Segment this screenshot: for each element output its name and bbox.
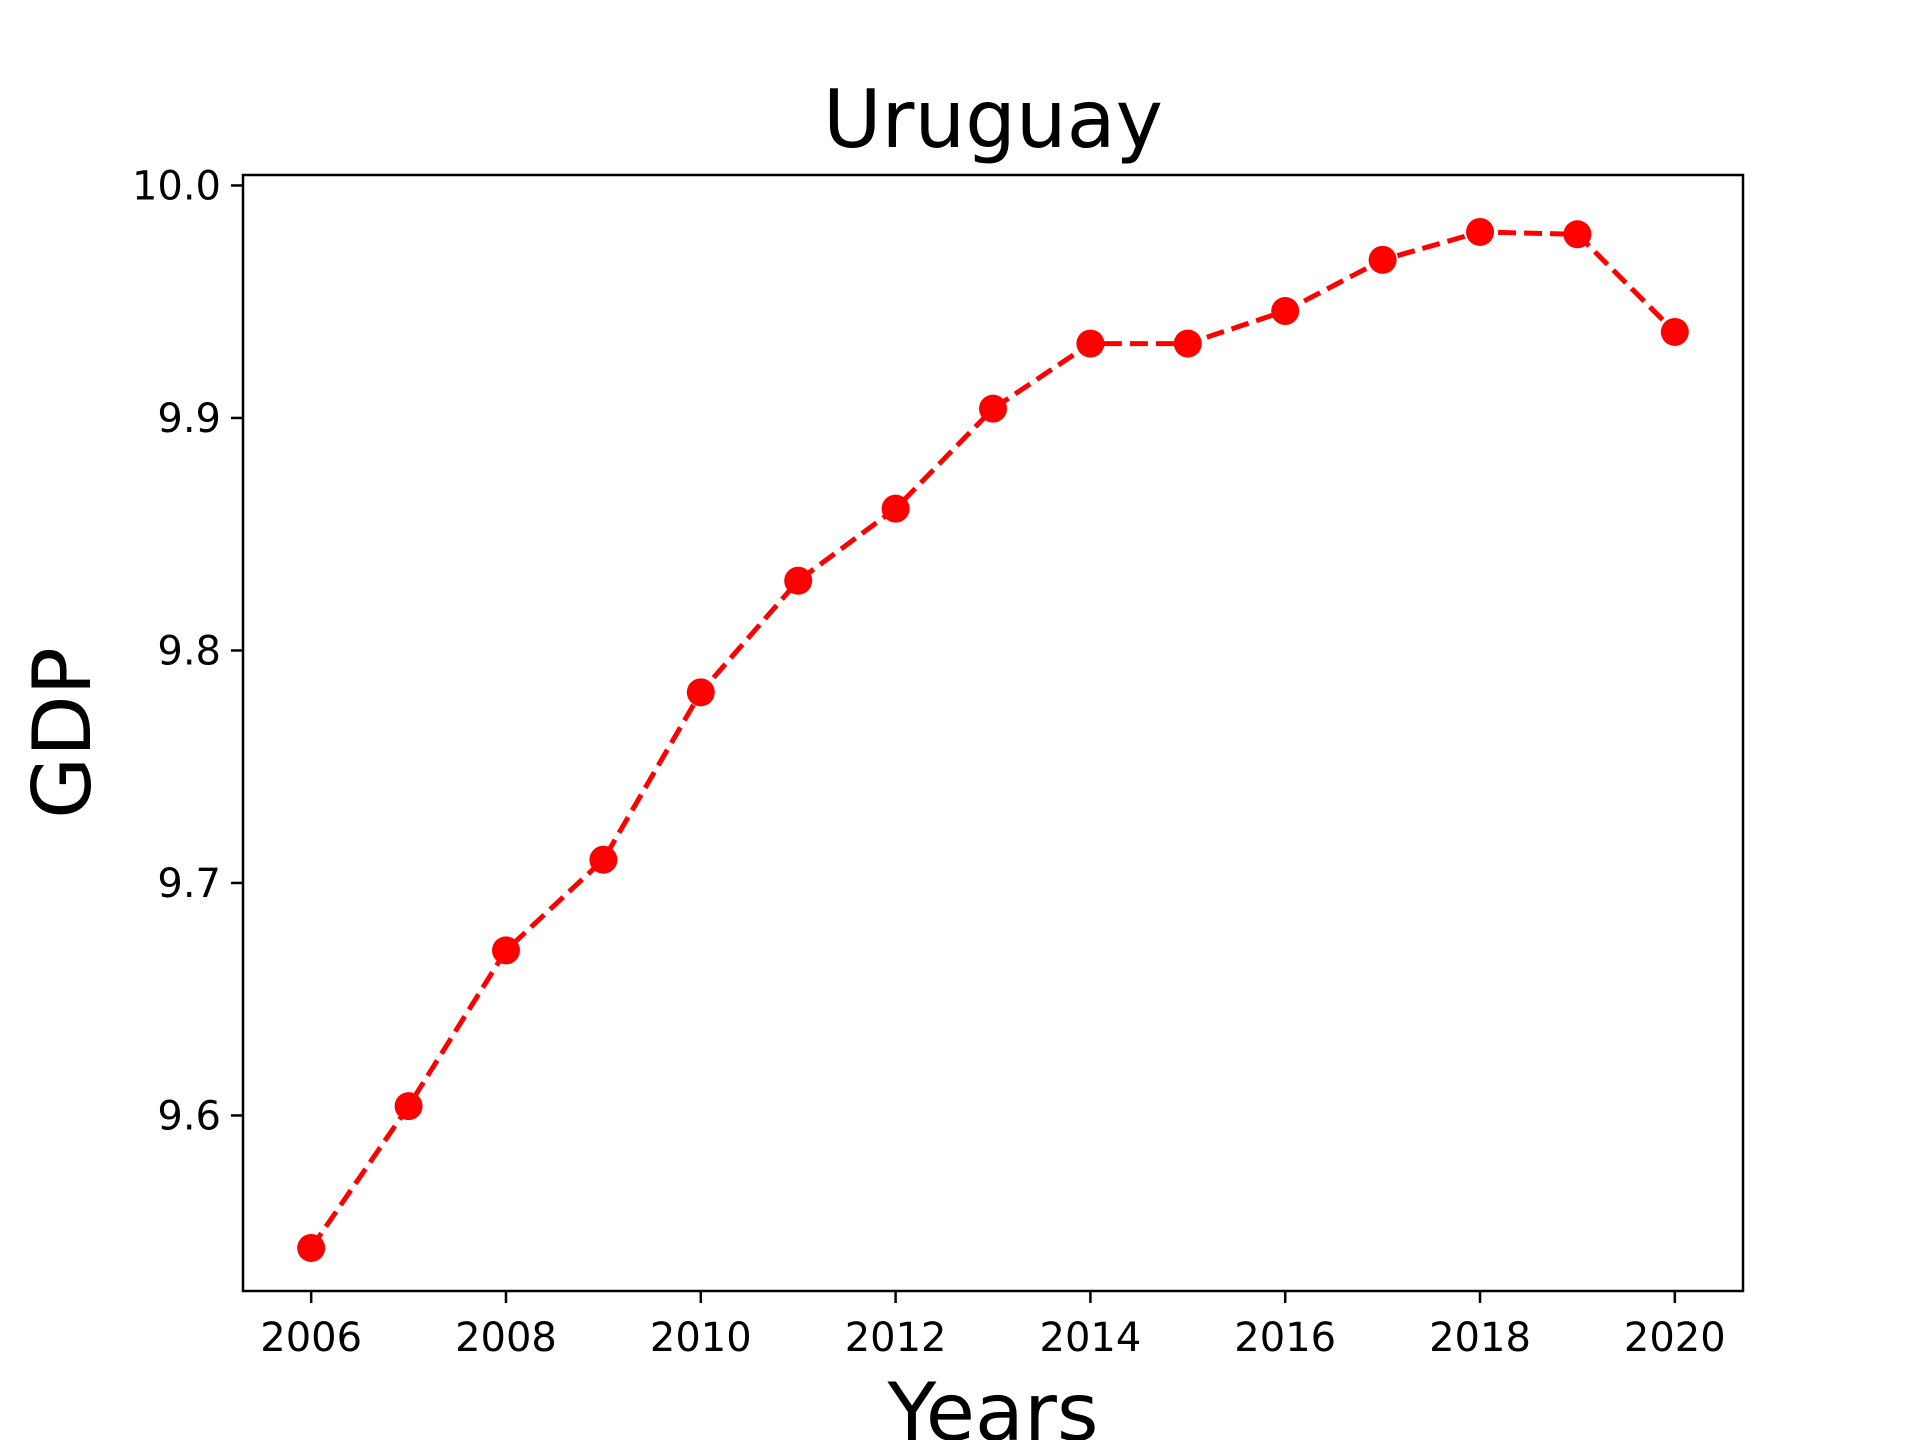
data-point [979, 394, 1007, 423]
x-tick-label: 2008 [455, 1315, 557, 1361]
data-point [1660, 317, 1689, 346]
y-axis-label: GDP [16, 647, 109, 819]
x-tick-label: 2020 [1624, 1315, 1726, 1361]
data-point [1563, 220, 1592, 249]
y-tick-label: 9.8 [157, 628, 221, 674]
y-tick-label: 10.0 [132, 163, 221, 209]
plot-area [297, 217, 1689, 1262]
data-point [686, 678, 715, 707]
data-point [491, 936, 520, 965]
y-tick-label: 9.6 [157, 1093, 221, 1139]
x-axis: 2006 2008 2010 2012 2014 2016 2018 2020 [260, 1291, 1726, 1361]
y-axis: 9.6 9.7 9.8 9.9 10.0 [132, 163, 243, 1139]
x-tick-label: 2012 [845, 1315, 947, 1361]
x-tick-label: 2016 [1234, 1315, 1336, 1361]
plot-frame [241, 173, 1745, 1293]
data-point [297, 1233, 326, 1262]
data-point [1173, 329, 1202, 358]
x-axis-label: Years [886, 1366, 1098, 1440]
x-tick-label: 2018 [1429, 1315, 1531, 1361]
x-tick-label: 2014 [1040, 1315, 1142, 1361]
data-point [881, 494, 910, 523]
y-tick-label: 9.7 [157, 861, 221, 907]
data-point [589, 845, 618, 874]
x-tick-label: 2010 [650, 1315, 752, 1361]
data-point [1076, 329, 1105, 358]
x-tick-label: 2006 [260, 1315, 362, 1361]
data-point [1271, 297, 1300, 326]
data-point [394, 1092, 423, 1121]
series-line [309, 229, 1677, 1250]
y-tick-label: 9.9 [157, 396, 221, 442]
data-point [784, 566, 813, 595]
data-point [1466, 217, 1495, 246]
data-point [1368, 245, 1397, 274]
chart-title: Uruguay [823, 73, 1163, 166]
